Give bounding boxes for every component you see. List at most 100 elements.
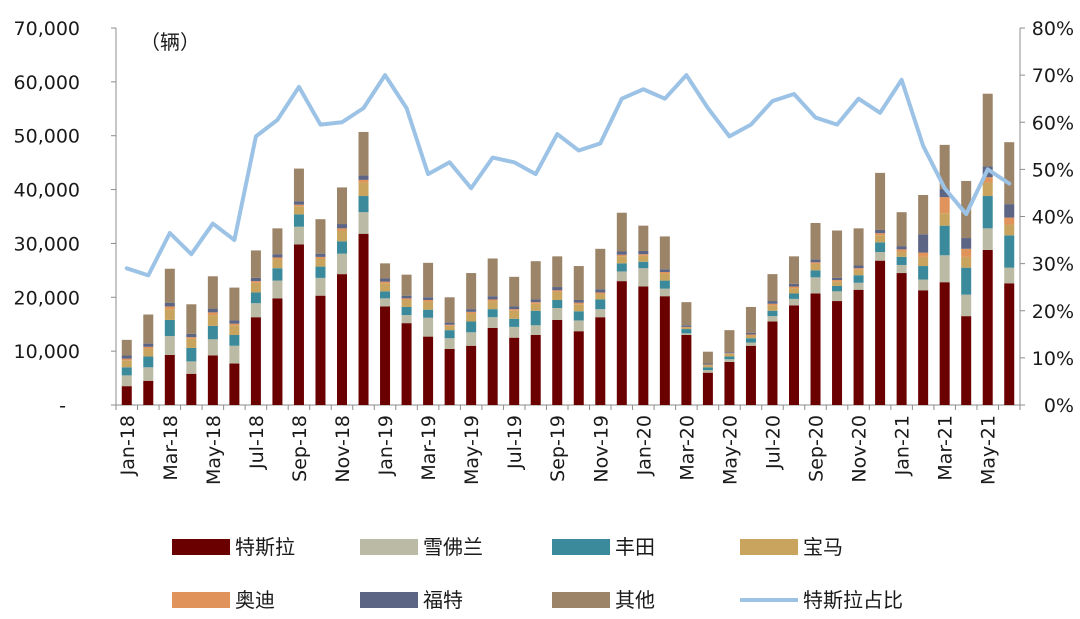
- bar-segment-雪佛兰: [466, 332, 477, 346]
- bar-segment-奥迪: [810, 262, 821, 264]
- x-axis-tick-label: May-19: [461, 415, 483, 485]
- bar-segment-奥迪: [401, 298, 412, 300]
- bar-segment-其他: [186, 304, 197, 334]
- bar-segment-雪佛兰: [573, 320, 584, 332]
- bar-segment-特斯拉: [767, 321, 778, 405]
- x-axis-tick-label: Mar-20: [676, 415, 698, 481]
- bar-segment-福特: [143, 343, 154, 347]
- bar-segment-雪佛兰: [681, 333, 692, 335]
- bar-segment-福特: [638, 250, 649, 255]
- bar-segment-福特: [229, 320, 240, 324]
- ratio-line-point: [190, 253, 192, 255]
- bar-segment-特斯拉: [724, 361, 735, 405]
- bar-segment-其他: [638, 225, 649, 251]
- bar-segment-特斯拉: [250, 317, 261, 405]
- bar-segment-丰田: [573, 311, 584, 321]
- bar-segment-特斯拉: [207, 355, 218, 405]
- legend-swatch: [172, 539, 230, 555]
- bar-segment-雪佛兰: [896, 264, 907, 274]
- bar-segment-特斯拉: [595, 317, 606, 405]
- bar-segment-雪佛兰: [659, 288, 670, 297]
- bar-segment-福特: [702, 363, 713, 365]
- x-axis-tick-label: Nov-20: [849, 415, 871, 483]
- bar-segment-宝马: [358, 182, 369, 197]
- left-axis-tick-label: 30,000: [14, 233, 80, 255]
- bar-segment-奥迪: [832, 280, 843, 282]
- bar-segment-特斯拉: [616, 281, 627, 405]
- left-axis-tick-label: 10,000: [14, 341, 80, 363]
- bar-segment-丰田: [337, 241, 347, 254]
- bar-segment-雪佛兰: [552, 308, 563, 320]
- left-axis-unit-label: （辆）: [140, 30, 200, 54]
- bar-segment-宝马: [616, 256, 627, 264]
- bar-segment-雪佛兰: [789, 298, 799, 306]
- bar-segment-特斯拉: [530, 334, 541, 405]
- bar-segment-丰田: [401, 306, 412, 316]
- bar-segment-福特: [207, 308, 218, 313]
- bar-segment-特斯拉: [939, 282, 950, 405]
- bar-segment-雪佛兰: [121, 375, 132, 387]
- bar-segment-宝马: [832, 281, 843, 286]
- bar-segment-宝马: [789, 288, 799, 294]
- bar-segment-特斯拉: [961, 316, 972, 405]
- bar-segment-雪佛兰: [423, 317, 434, 337]
- bar-segment-宝马: [638, 255, 649, 262]
- bar-segment-福特: [509, 306, 520, 310]
- legend-swatch: [360, 539, 418, 555]
- ratio-line-point: [535, 173, 537, 175]
- bar-segment-特斯拉: [638, 286, 649, 405]
- x-axis-tick-label: Jul-19: [504, 415, 526, 470]
- bar-segment-福特: [616, 251, 627, 255]
- bar-segment-奥迪: [853, 268, 864, 270]
- bar-segment-其他: [121, 339, 132, 356]
- bar-segment-宝马: [810, 263, 821, 271]
- bar-segment-雪佛兰: [229, 345, 240, 364]
- bar-segment-其他: [164, 268, 175, 303]
- bar-segment-奥迪: [595, 292, 606, 295]
- bar-segment-宝马: [659, 273, 670, 281]
- ratio-line-point: [793, 93, 795, 95]
- bar-segment-奥迪: [681, 326, 692, 328]
- bar-segment-宝马: [552, 291, 563, 300]
- bar-segment-丰田: [789, 293, 799, 299]
- bar-segment-丰田: [380, 291, 391, 299]
- bar-segment-特斯拉: [1004, 283, 1015, 405]
- bar-segment-丰田: [186, 347, 197, 362]
- ratio-line-point: [664, 98, 666, 100]
- bar-segment-其他: [573, 266, 584, 300]
- bar-segment-丰田: [724, 356, 735, 360]
- bar-segment-宝马: [401, 299, 412, 307]
- legend-label: 特斯拉: [235, 535, 295, 559]
- bar-segment-奥迪: [1004, 217, 1015, 225]
- bar-segment-其他: [530, 261, 541, 300]
- bar-segment-福特: [315, 253, 326, 257]
- x-axis-tick-label: Sep-20: [806, 415, 828, 482]
- bar-segment-其他: [659, 236, 670, 270]
- bar-segment-宝马: [229, 325, 240, 335]
- bar-segment-奥迪: [659, 271, 670, 274]
- bar-segment-其他: [380, 263, 391, 279]
- bar-segment-福特: [487, 296, 498, 300]
- x-axis-tick-label: May-18: [203, 415, 225, 485]
- bar-segment-雪佛兰: [616, 271, 627, 282]
- ratio-line-point: [685, 74, 687, 76]
- bar-segment-其他: [767, 274, 778, 302]
- bar-segment-奥迪: [573, 302, 584, 305]
- bar-segment-其他: [745, 306, 756, 333]
- legend-label: 特斯拉占比: [803, 588, 903, 612]
- bar-segment-宝马: [982, 182, 993, 197]
- right-axis-tick-label: 50%: [1032, 159, 1074, 181]
- bar-segment-奥迪: [337, 228, 347, 231]
- left-axis-tick-label: 20,000: [14, 287, 80, 309]
- bar-segment-雪佛兰: [875, 252, 886, 261]
- bar-segment-特斯拉: [164, 354, 175, 405]
- bar-segment-特斯拉: [918, 290, 929, 405]
- bar-segment-其他: [509, 276, 520, 307]
- bar-segment-丰田: [853, 275, 864, 283]
- bar-segment-宝马: [164, 309, 175, 320]
- legend-label: 雪佛兰: [423, 535, 483, 559]
- bar-segment-福特: [832, 277, 843, 281]
- bar-segment-宝马: [681, 327, 692, 330]
- bar-segment-其他: [444, 297, 455, 323]
- bar-segment-特斯拉: [832, 301, 843, 405]
